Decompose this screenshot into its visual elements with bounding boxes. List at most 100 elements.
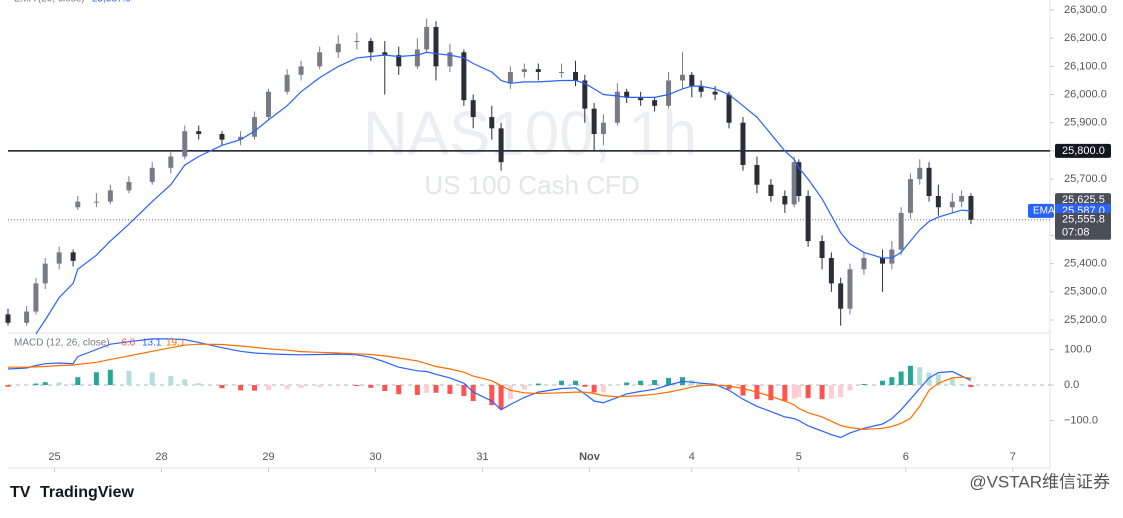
candle-body [252, 117, 258, 137]
candle-body [521, 69, 527, 73]
signal-line [8, 343, 971, 431]
ema-legend-value: 25,587.0 [92, 0, 131, 5]
macd-histogram-bar [252, 384, 258, 391]
candle-body [107, 190, 113, 202]
macd-histogram-bar [819, 384, 825, 400]
x-tick-label: 28 [155, 451, 167, 463]
marker-label-bg [1055, 193, 1111, 208]
source-watermark: @VSTAR维信证券 [969, 472, 1110, 491]
x-tick-label: 30 [369, 451, 381, 463]
macd-histogram-bar [614, 384, 620, 386]
y-tick-label: 25,400.0 [1064, 258, 1107, 270]
macd-histogram-bar [433, 384, 439, 393]
macd-histogram-bar [424, 384, 430, 393]
brand-name: TradingView [40, 484, 135, 501]
candle-body [768, 184, 774, 196]
y-tick-label: 25,200.0 [1064, 314, 1107, 326]
x-tick-label: 7 [1010, 451, 1016, 463]
candle-body [433, 26, 439, 67]
candle-body [489, 117, 495, 129]
candle-body [33, 283, 39, 312]
candle-body [5, 314, 11, 323]
x-tick-label: 4 [689, 451, 695, 463]
candle-body [93, 201, 99, 203]
candle-body [791, 162, 797, 205]
candle-body [652, 100, 658, 106]
candle-body [507, 72, 513, 84]
candle-body [698, 86, 704, 92]
last-price-label: 25,555.8 [1062, 214, 1105, 226]
macd-line [7, 338, 972, 439]
candle-body [926, 167, 932, 196]
candle-body [149, 167, 155, 182]
candle-body [238, 136, 244, 140]
candle-body [819, 241, 825, 258]
candle-body [168, 156, 174, 168]
candle-body [600, 122, 606, 135]
candle-body [838, 283, 844, 309]
candle-body [680, 74, 686, 81]
macd-histogram-bar [447, 384, 453, 394]
macd-histogram-bar [168, 376, 174, 385]
watermark-subtitle: US 100 Cash CFD [424, 170, 639, 200]
macd-histogram-bar [889, 377, 895, 385]
candle-body [889, 249, 895, 264]
macd-histogram-bar [70, 383, 76, 385]
macd-histogram-bar [219, 384, 225, 389]
macd-histogram-bar [573, 380, 579, 385]
macd-legend-value: 19.1 [166, 338, 186, 349]
macd-y-tick-label: 0.0 [1064, 379, 1079, 391]
candle-body [666, 80, 672, 106]
macd-histogram-bar [382, 384, 388, 392]
macd-legend-value: 13.1 [142, 338, 162, 349]
macd-histogram-bar [33, 383, 39, 385]
macd-histogram-bar [782, 384, 788, 401]
candle-body [498, 128, 504, 163]
candle-body [535, 69, 541, 73]
macd-histogram-bar [796, 384, 802, 398]
macd-histogram-bar [507, 384, 513, 400]
x-tick-label: 31 [476, 451, 488, 463]
macd-histogram-bar [959, 383, 965, 385]
macd-histogram-bar [93, 372, 99, 385]
macd-histogram-bar [726, 384, 732, 390]
marker-label: 25,625.5 [1062, 194, 1105, 206]
macd-histogram-bar [740, 384, 746, 396]
macd-histogram-bar [535, 383, 541, 385]
ema-tag: EMA [1033, 206, 1055, 217]
macd-histogram-bar [652, 380, 658, 385]
candle-body [42, 263, 48, 284]
macd-histogram-bar [75, 377, 81, 385]
macd-histogram-bar [828, 384, 834, 399]
candle-body [335, 43, 341, 53]
candle-body [70, 252, 76, 261]
candle-body [968, 195, 974, 220]
macd-histogram-bar [5, 384, 11, 387]
x-tick-label: 29 [262, 451, 274, 463]
x-tick-label: Nov [579, 451, 601, 463]
y-tick-label: 26,100.0 [1064, 60, 1107, 72]
macd-histogram-bar [196, 383, 202, 385]
y-tick-label: 26,000.0 [1064, 88, 1107, 100]
candle-body [624, 91, 630, 98]
x-tick-label: 5 [796, 451, 802, 463]
candle-body [447, 52, 453, 67]
macd-histogram-bar [317, 384, 323, 388]
candle-body [689, 74, 695, 87]
candle-body [582, 80, 588, 109]
macd-histogram-bar [600, 384, 606, 393]
macd-histogram-bar [880, 380, 886, 385]
candle-body [828, 257, 834, 284]
branding: TV TradingView [10, 484, 135, 501]
macd-histogram-bar [591, 384, 597, 393]
candle-body [740, 122, 746, 165]
candle-body [461, 52, 467, 101]
macd-histogram-bar [461, 384, 467, 396]
macd-histogram-bar [396, 384, 402, 395]
macd-y-tick-label: 100.0 [1064, 343, 1092, 355]
candle-body [298, 66, 304, 75]
macd-histogram-bar [805, 384, 811, 399]
candle-body [935, 195, 941, 208]
macd-histogram-bar [107, 369, 113, 385]
macd-histogram-bar [56, 382, 62, 385]
